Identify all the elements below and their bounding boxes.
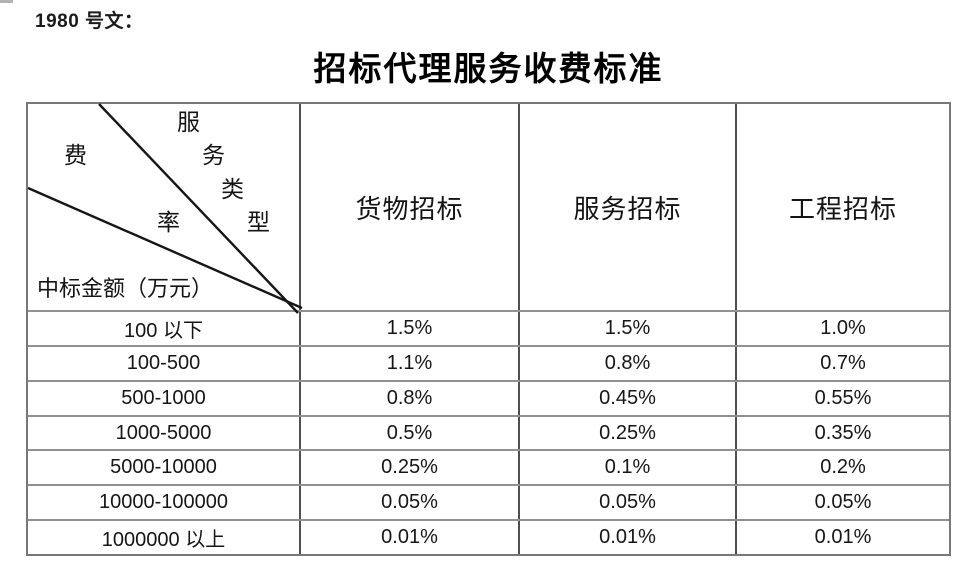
table-header-row: 服 务 类 型 费 率 中标金额（万元） 货物招标 服务招标 工程招标	[27, 103, 949, 314]
rate-cell: 1.1%	[299, 346, 518, 380]
rate-cell: 1.0%	[735, 312, 949, 345]
corner-axis-service-type-char: 服	[177, 110, 200, 135]
doc-ref-label: 1980 号文：	[35, 11, 144, 32]
table-row: 5000-10000 0.25% 0.1% 0.2%	[28, 449, 949, 485]
corner-axis-service-type-char: 类	[221, 177, 244, 202]
table-row: 100-500 1.1% 0.8% 0.7%	[28, 344, 949, 380]
rate-cell: 0.25%	[518, 416, 735, 450]
rate-cell: 0.2%	[735, 451, 949, 485]
diagonal-split-lines	[27, 103, 303, 314]
rate-cell: 0.01%	[518, 521, 735, 555]
rate-cell: 0.8%	[518, 346, 735, 380]
rate-cell: 0.55%	[735, 381, 949, 415]
rate-cell: 0.8%	[299, 381, 518, 415]
corner-axis-fee-rate-char: 费	[64, 143, 87, 168]
rate-cell: 0.05%	[735, 486, 949, 520]
fee-table: 服 务 类 型 费 率 中标金额（万元） 货物招标 服务招标 工程招标 100 …	[26, 102, 951, 556]
column-header-goods-bidding: 货物招标	[299, 104, 518, 310]
amount-range-cell: 500-1000	[121, 386, 206, 409]
table-row: 500-1000 0.8% 0.45% 0.55%	[28, 379, 949, 415]
screen-edge-artifact	[0, 0, 13, 3]
rate-cell: 0.05%	[299, 486, 518, 520]
rate-cell: 0.35%	[735, 416, 949, 450]
column-header-services-bidding: 服务招标	[518, 104, 735, 310]
amount-range-cell: 10000-100000	[98, 491, 228, 514]
amount-range-cell: 5000-10000	[110, 456, 217, 479]
amount-range-cell: 100 以下	[124, 319, 203, 342]
rate-cell: 1.5%	[518, 312, 735, 345]
amount-range-cell: 100-500	[126, 351, 201, 374]
table-row: 10000-100000 0.05% 0.05% 0.05%	[28, 484, 949, 520]
table-row: 1000-5000 0.5% 0.25% 0.35%	[28, 414, 949, 450]
corner-axis-service-type-char: 务	[202, 143, 225, 168]
rate-cell: 0.01%	[735, 521, 949, 555]
corner-axis-amount-label: 中标金额（万元）	[37, 276, 214, 301]
rate-cell: 0.5%	[299, 416, 518, 450]
rate-cell: 0.1%	[518, 451, 735, 485]
column-header-engineering-bidding: 工程招标	[735, 104, 949, 310]
table-row: 100 以下 1.5% 1.5% 1.0%	[28, 310, 949, 345]
amount-range-cell: 1000000 以上	[101, 529, 226, 552]
amount-range-cell: 1000-5000	[115, 421, 212, 444]
rate-cell: 1.5%	[299, 312, 518, 345]
rate-cell: 0.7%	[735, 346, 949, 380]
corner-axis-fee-rate-char: 率	[157, 210, 180, 235]
corner-axis-service-type-char: 型	[247, 210, 270, 235]
table-row: 1000000 以上 0.01% 0.01% 0.01%	[28, 519, 949, 555]
rate-cell: 0.25%	[299, 451, 518, 485]
rate-cell: 0.01%	[299, 521, 518, 555]
page-title: 招标代理服务收费标准	[313, 52, 664, 88]
corner-header-cell: 服 务 类 型 费 率 中标金额（万元）	[27, 103, 303, 314]
rate-cell: 0.45%	[518, 381, 735, 415]
rate-cell: 0.05%	[518, 486, 735, 520]
